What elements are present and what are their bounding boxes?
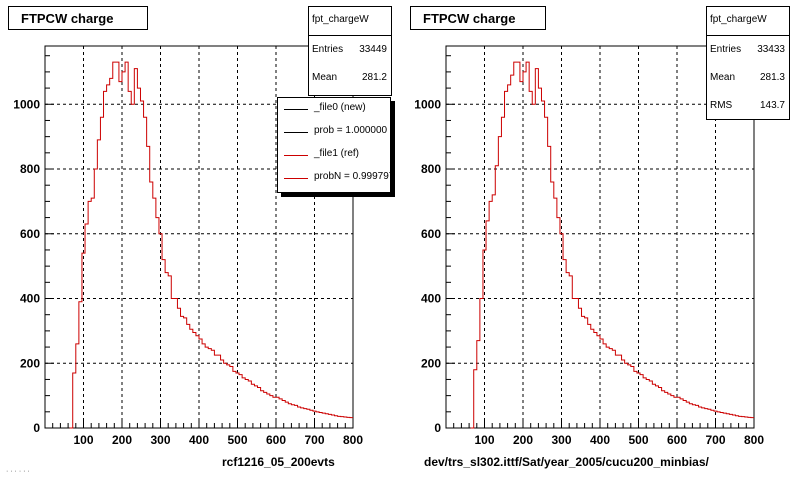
legend-item-new: _file0 (new) [278,98,390,121]
legend-line-ref [284,155,308,156]
right-histogram-series [470,61,754,429]
right-stats-rms-value: 143.7 [759,100,785,111]
legend-label-probn: probN = 0.999797 [314,171,391,182]
right-stats-mean-value: 281.3 [759,72,785,83]
left-x-tick-label: 800 [343,433,363,447]
left-stats-mean-row: Mean 281.2 [309,64,391,92]
right-histogram-plot: 100 200 300 400 500 600 700 800 0 200 400 600 800 100… [414,45,764,447]
left-y-tick-label: 600 [20,227,40,241]
right-x-tick-label: 100 [474,433,494,447]
right-y-tick-label: 400 [421,292,441,306]
left-stats-name: fpt_chargeW [309,7,391,36]
left-stats-mean-label: Mean [312,72,338,83]
right-stats-entries-label: Entries [710,44,742,55]
left-legend: _file0 (new) prob = 1.000000 _file1 (ref… [277,97,391,193]
left-stats-entries-row: Entries 33449 [309,36,391,64]
right-y-tick-label: 200 [421,356,441,370]
right-title: FTPCW charge [423,11,516,26]
left-stats-entries-label: Entries [312,44,344,55]
right-stats-mean-row: Mean 281.3 [707,64,789,92]
left-stats-entries-value: 33449 [359,44,387,55]
left-y-tick-label: 0 [33,421,40,435]
left-y-tick-label: 1000 [13,97,40,111]
right-x-tick-label: 600 [667,433,687,447]
right-stats-rms-label: RMS [710,100,733,111]
legend-item-ref: _file1 (ref) [278,144,390,167]
left-x-tick-label: 400 [189,433,209,447]
legend-item-probn: probN = 0.999797 [278,167,390,190]
left-stats-mean-value: 281.2 [361,72,387,83]
right-x-tick-label: 400 [590,433,610,447]
left-footer-label: rcf1216_05_200evts [222,455,335,469]
left-title: FTPCW charge [21,11,114,26]
left-x-tick-label: 200 [112,433,132,447]
left-x-tick-label: 300 [150,433,170,447]
left-title-box: FTPCW charge [8,6,148,30]
right-x-tick-label: 800 [744,433,764,447]
left-x-tick-label: 700 [304,433,324,447]
right-x-tick-label: 700 [705,433,725,447]
left-y-tick-label: 400 [20,292,40,306]
left-y-tick-label: 200 [20,356,40,370]
left-stats-box: fpt_chargeW Entries 33449 Mean 281.2 [308,6,392,96]
legend-line-probn [284,178,308,179]
right-y-tick-label: 0 [434,421,441,435]
right-stats-entries-row: Entries 33433 [707,36,789,64]
legend-item-prob: prob = 1.000000 [278,121,390,144]
right-title-box: FTPCW charge [410,6,546,30]
right-footer-label: dev/trs_sl302.ittf/Sat/year_2005/cucu200… [424,455,709,469]
timestamp-stamp: · · · · · · [6,468,30,475]
right-x-tick-label: 500 [628,433,648,447]
right-stats-mean-label: Mean [710,72,736,83]
left-histogram-series [69,61,353,429]
right-stats-box: fpt_chargeW Entries 33433 Mean 281.3 RMS… [706,6,790,120]
right-x-tick-label: 200 [513,433,533,447]
right-stats-entries-value: 33433 [757,44,785,55]
legend-line-prob [284,132,308,133]
right-y-tick-label: 600 [421,227,441,241]
right-stats-name: fpt_chargeW [707,7,789,36]
left-x-tick-label: 500 [227,433,247,447]
legend-label-new: _file0 (new) [314,102,366,113]
legend-label-prob: prob = 1.000000 [314,125,388,136]
legend-line-new [284,109,308,110]
left-x-tick-label: 600 [266,433,286,447]
right-y-tick-label: 800 [421,162,441,176]
right-y-tick-label: 1000 [414,97,441,111]
right-stats-rms-row: RMS 143.7 [707,92,789,120]
legend-label-ref: _file1 (ref) [314,148,360,159]
right-x-tick-label: 300 [551,433,571,447]
left-x-tick-label: 100 [73,433,93,447]
left-y-tick-label: 800 [20,162,40,176]
